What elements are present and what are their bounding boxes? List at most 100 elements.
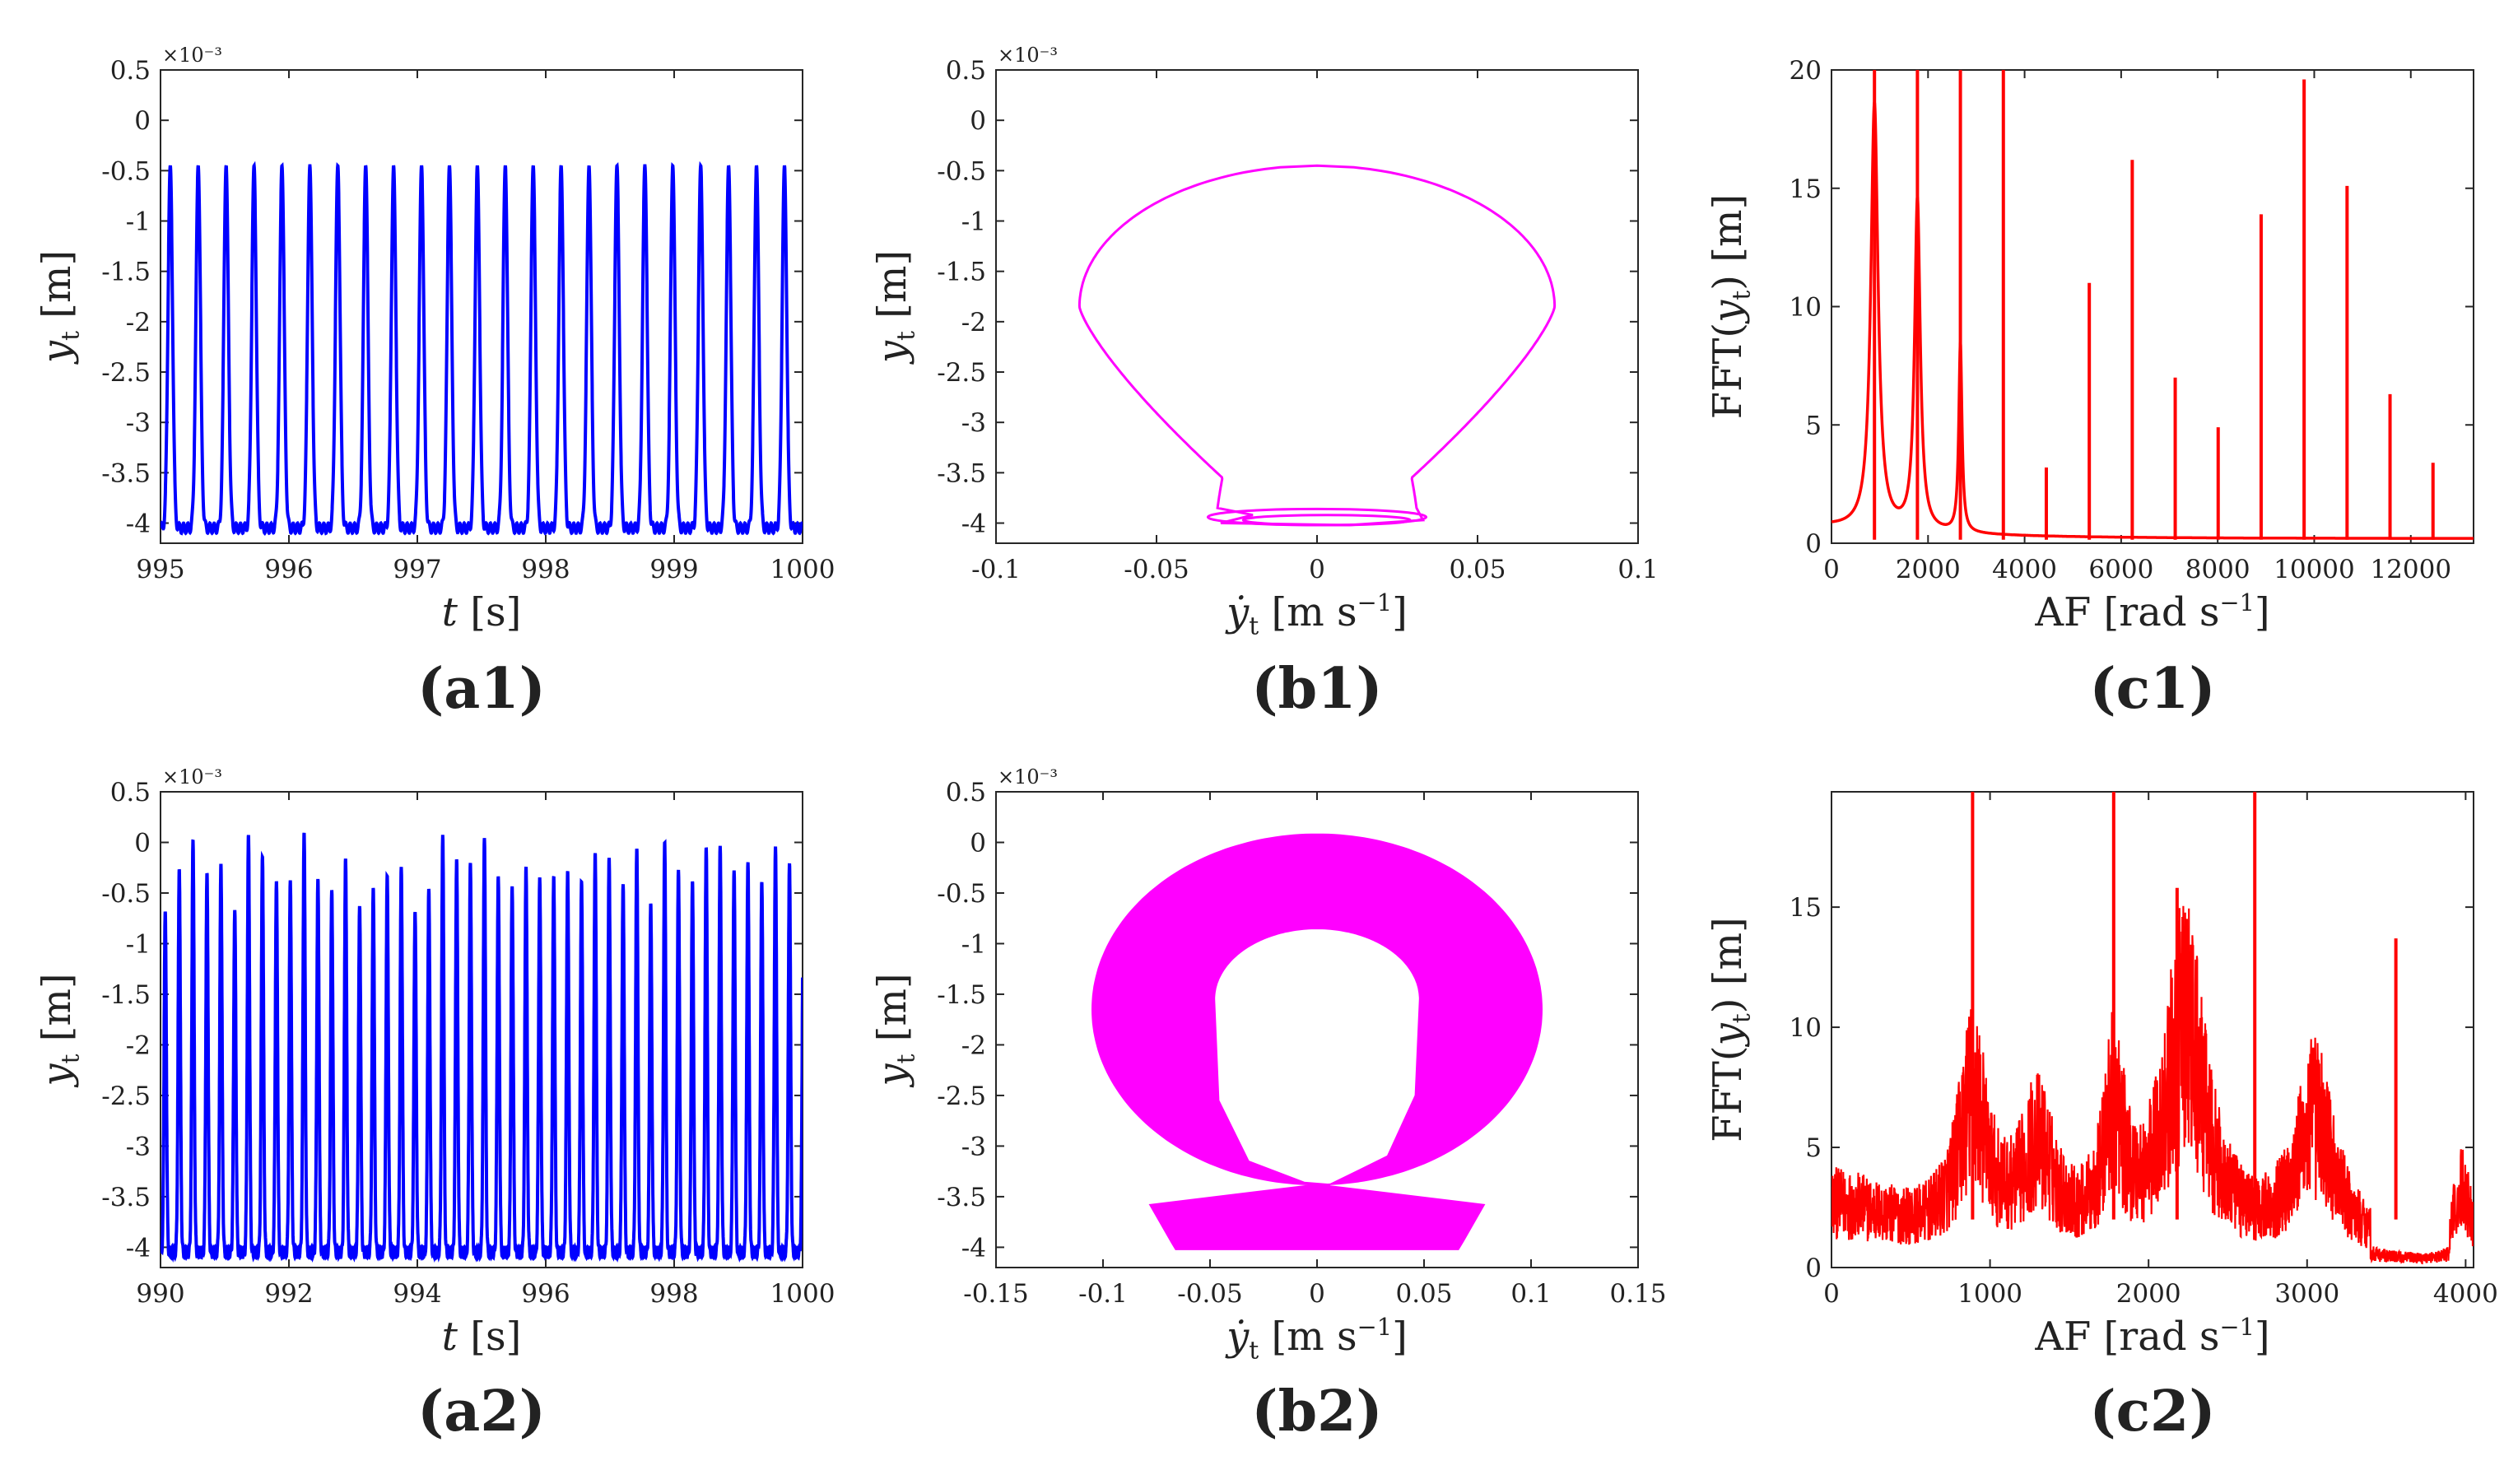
panel-label: (c2) xyxy=(2089,1379,2215,1444)
y-axis-label: yt [m] xyxy=(34,250,86,365)
x-tick-label: 0.05 xyxy=(1449,555,1506,584)
y-tick-label: -3 xyxy=(126,1132,151,1161)
y-tick-label: -2.5 xyxy=(937,1082,986,1111)
x-tick-label: 0.1 xyxy=(1510,1279,1551,1309)
x-tick-label: -0.05 xyxy=(1177,1279,1243,1309)
x-tick-label: 1000 xyxy=(770,555,835,584)
x-axis-label: ẏt [m s−1] xyxy=(1225,1313,1408,1365)
panel-b2: -0.15 -0.1 -0.05 0 0.05 0.1 0.15 0.5 0 -0.5 -1 -1.5… xyxy=(869,765,1667,1444)
y-tick-label: 0 xyxy=(134,828,151,858)
y-tick-label: -1 xyxy=(961,929,986,959)
series-line xyxy=(161,832,803,1263)
x-tick-label: 2000 xyxy=(1896,555,1961,584)
x-tick-label: 0.1 xyxy=(1617,555,1658,584)
y-tick-label: 20 xyxy=(1790,56,1822,86)
x-tick-label: 0.05 xyxy=(1395,1279,1452,1309)
x-tick-label: 998 xyxy=(649,1279,698,1309)
limit-cycle xyxy=(1077,164,1557,527)
axes-frame xyxy=(1831,69,2474,544)
x-tick-label: 992 xyxy=(264,1279,313,1309)
y-tick-label: -2 xyxy=(961,1030,986,1060)
y-tick-label: 0.5 xyxy=(110,778,151,807)
x-tick-label: 3000 xyxy=(2274,1279,2339,1309)
x-tick-label: 0 xyxy=(1309,1279,1325,1309)
panel-a2: 990 992 994 996 998 1000 0.5 0 -0.5 -1 -1.5 -2 -2.5 -… xyxy=(34,765,835,1444)
y-tick-label: -2.5 xyxy=(101,358,151,388)
y-tick-label: -1.5 xyxy=(937,258,986,287)
y-tick-label: -1.5 xyxy=(101,258,151,287)
x-axis-label: AF [rad s−1] xyxy=(2034,1313,2269,1360)
y-exponent-label: ×10⁻³ xyxy=(162,44,222,67)
axes-frame xyxy=(995,69,1639,544)
panel-a1: 995 996 997 998 999 1000 0.5 0 -0.5 -1 -1.5 -2 -2.5 -… xyxy=(34,44,835,722)
y-tick-label: -4 xyxy=(126,509,151,539)
x-tick-label: -0.05 xyxy=(1124,555,1189,584)
y-axis-label: FFT(yt) [m] xyxy=(1705,194,1757,419)
x-tick-label: 8000 xyxy=(2185,555,2250,584)
x-tick-label: 2000 xyxy=(2116,1279,2181,1309)
y-tick-label: 0 xyxy=(1805,529,1822,559)
x-tick-label: 12000 xyxy=(2370,555,2451,584)
x-axis-label: t [s] xyxy=(442,589,522,635)
series-line xyxy=(161,160,803,536)
x-tick-label: 998 xyxy=(521,555,570,584)
x-tick-label: 999 xyxy=(649,555,698,584)
x-tick-label: 6000 xyxy=(2088,555,2153,584)
x-tick-label: 0 xyxy=(1309,555,1325,584)
x-axis-label: ẏt [m s−1] xyxy=(1225,588,1408,641)
y-tick-label: -0.5 xyxy=(101,879,151,909)
y-tick-label: 0.5 xyxy=(110,56,151,86)
y-tick-label: -2.5 xyxy=(937,358,986,388)
y-tick-label: 10 xyxy=(1790,1013,1822,1043)
panel-c2: 0 1000 2000 3000 4000 0 5 10 15 AF [rad s−1] FFT(y… xyxy=(1705,791,2498,1444)
panel-label: (b1) xyxy=(1251,656,1382,722)
y-tick-label: 0 xyxy=(970,828,986,858)
y-tick-label: -1 xyxy=(126,207,151,237)
y-tick-label: -1.5 xyxy=(101,980,151,1010)
panel-label: (c1) xyxy=(2089,656,2215,722)
y-tick-label: 5 xyxy=(1805,1133,1822,1163)
y-tick-label: -0.5 xyxy=(101,156,151,186)
y-tick-label: -3.5 xyxy=(937,458,986,488)
y-tick-label: 0.5 xyxy=(946,778,986,807)
x-tick-label: 997 xyxy=(393,555,441,584)
spectrum-line xyxy=(1831,101,2474,540)
inner-loop xyxy=(1241,514,1412,527)
x-tick-label: 996 xyxy=(521,1279,570,1309)
y-tick-label: 0 xyxy=(1805,1254,1822,1283)
x-tick-label: 0 xyxy=(1823,555,1840,584)
y-tick-label: -1.5 xyxy=(937,980,986,1010)
y-tick-label: -3.5 xyxy=(937,1183,986,1212)
x-tick-label: 1000 xyxy=(1957,1279,2022,1309)
panel-b1: -0.1 -0.05 0 0.05 0.1 0.5 0 -0.5 -1 -1.5 -2 -2.5 -3 -… xyxy=(869,44,1659,722)
x-tick-label: 4000 xyxy=(2433,1279,2498,1309)
y-tick-label: -2 xyxy=(961,308,986,337)
y-tick-label: -3.5 xyxy=(101,1183,151,1212)
x-axis-label: t [s] xyxy=(442,1314,522,1360)
y-exponent-label: ×10⁻³ xyxy=(998,765,1058,789)
y-exponent-label: ×10⁻³ xyxy=(162,765,222,789)
y-axis-label: yt [m] xyxy=(34,973,86,1087)
panel-label: (a2) xyxy=(417,1379,546,1444)
spectrum-line xyxy=(1831,905,2474,1265)
x-tick-label: 990 xyxy=(136,1279,184,1309)
chaotic-band xyxy=(1091,833,1543,1250)
y-tick-label: -0.5 xyxy=(937,156,986,186)
x-tick-label: 996 xyxy=(264,555,313,584)
y-tick-label: -2 xyxy=(126,1030,151,1060)
x-tick-label: 994 xyxy=(393,1279,441,1309)
y-tick-label: 10 xyxy=(1790,293,1822,323)
y-tick-label: 0 xyxy=(970,106,986,136)
y-tick-label: -4 xyxy=(961,509,986,539)
y-tick-label: -3 xyxy=(961,408,986,438)
x-tick-label: -0.1 xyxy=(971,555,1021,584)
x-tick-label: -0.15 xyxy=(963,1279,1029,1309)
y-tick-label: -4 xyxy=(961,1233,986,1263)
panel-c1: 0 2000 4000 6000 8000 10000 12000 0 5 10 15 20 AF [r… xyxy=(1705,56,2474,722)
y-tick-label: 0.5 xyxy=(946,56,986,86)
y-tick-label: -1 xyxy=(126,929,151,959)
y-axis-label: yt [m] xyxy=(869,973,921,1087)
y-tick-label: -2 xyxy=(126,308,151,337)
x-tick-label: 0 xyxy=(1823,1279,1840,1309)
